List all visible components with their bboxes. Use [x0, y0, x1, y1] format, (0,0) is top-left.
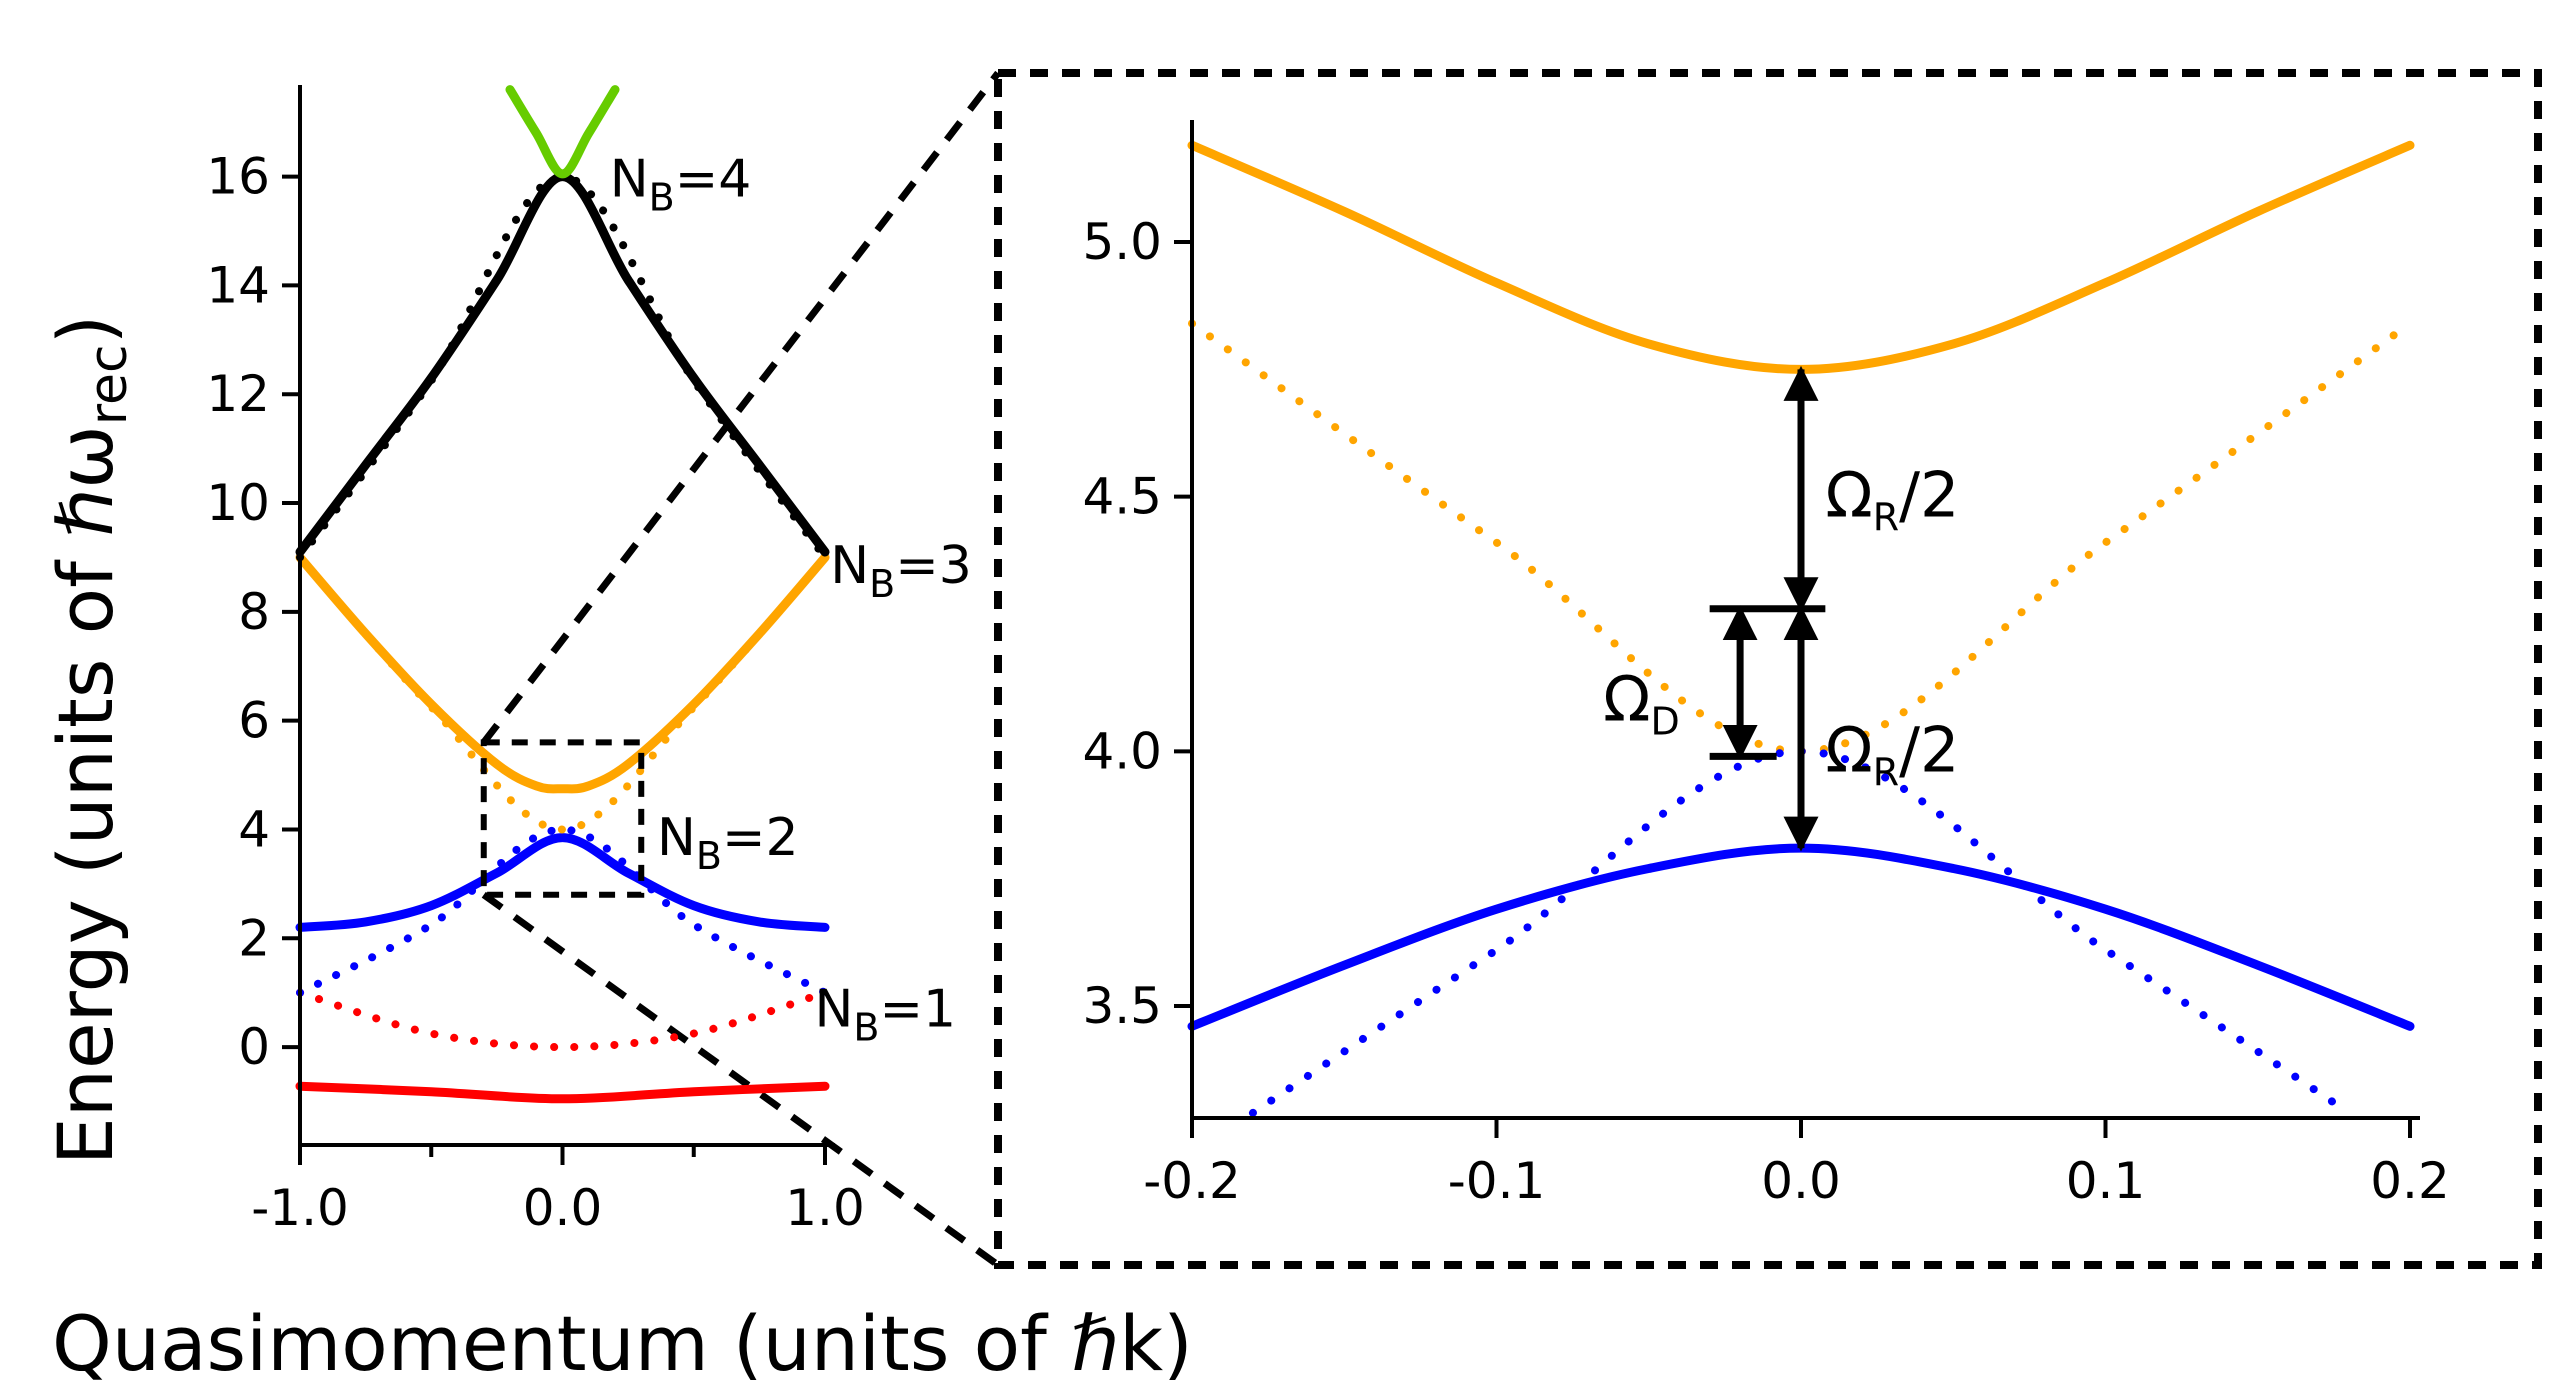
- right-y-tick-label: 5.0: [1082, 213, 1162, 271]
- right-y-tick-label: 3.5: [1082, 977, 1162, 1035]
- left-y-tick-label: 16: [206, 148, 270, 206]
- left-y-tick-label: 4: [238, 800, 270, 858]
- left-y-axis-title: Energy (units of ℏωrec): [41, 315, 139, 1166]
- left-y-tick-label: 8: [238, 583, 270, 641]
- right-annotations: ΩR/2 ΩR/2 ΩD: [1603, 459, 1959, 795]
- left-series-band4-dotted-7: [296, 172, 829, 562]
- y-title-sub: rec: [79, 344, 139, 425]
- y-title-close: ): [41, 315, 130, 345]
- right-x-tick-label: 0.2: [2370, 1152, 2450, 1210]
- left-series-band5-solid-8: [505, 85, 620, 179]
- left-series-band4-solid-6: [295, 172, 830, 557]
- zoom-box: [480, 739, 645, 898]
- left-label-nb-0: NB=4: [610, 150, 752, 220]
- left-y-tick-label: 0: [238, 1018, 270, 1076]
- left-series-band1-dotted-1: [296, 988, 829, 1052]
- right-label-omega-1: ΩR/2: [1825, 713, 1959, 794]
- left-series-band1-solid-0: [295, 1081, 830, 1104]
- right-series-solid-2: [1187, 843, 2415, 1031]
- left-series-band3-dotted-5: [296, 553, 829, 834]
- left-y-tick-label: 2: [238, 909, 270, 967]
- zoom-connector-bottom: [481, 891, 1001, 1268]
- left-label-nb-2: NB=2: [657, 808, 799, 878]
- right-y-tick-label: 4.0: [1082, 722, 1162, 780]
- inset-frame: [994, 69, 2542, 1269]
- right-x-tick-label: 0.1: [2066, 1152, 2146, 1210]
- right-label-omega-0: ΩR/2: [1825, 459, 1959, 540]
- left-annotations: NB=4 NB=3 NB=2 NB=1: [610, 150, 972, 1050]
- right-axes: 3.5 4.0 4.5 5.0 -0.2 -0.1 0.0 0.1 0.2: [1082, 120, 2450, 1210]
- right-x-tick-label: -0.1: [1448, 1152, 1546, 1210]
- left-panel: 0 2 4 6 8 10 12 14 16 -1.0 0.0 1.0 NB=4 NB=3 NB=2 NB=1…: [41, 85, 1193, 1388]
- right-x-tick-label: 0.0: [1761, 1152, 1841, 1210]
- right-x-tick-label: -0.2: [1143, 1152, 1241, 1210]
- zoom-connector-top: [480, 70, 1001, 745]
- left-label-nb-3: NB=1: [815, 979, 957, 1049]
- left-series-band2-solid-2: [295, 833, 830, 932]
- left-series-band2-dotted-3: [296, 825, 829, 997]
- right-panel: 3.5 4.0 4.5 5.0 -0.2 -0.1 0.0 0.1 0.2 ΩR/2 ΩR/2 ΩD: [1082, 120, 2450, 1210]
- zoom-connectors: [480, 69, 2542, 1269]
- y-title-main: Energy (units of ℏω: [41, 425, 130, 1165]
- left-series-group: [295, 85, 830, 1104]
- left-y-tick-label: 14: [206, 256, 270, 314]
- left-y-tick-label: 12: [206, 365, 270, 423]
- right-label-omega-2: ΩD: [1603, 662, 1680, 743]
- left-y-tick-label: 10: [206, 474, 270, 532]
- left-series-band3-solid-4: [295, 552, 830, 794]
- left-axes: 0 2 4 6 8 10 12 14 16 -1.0 0.0 1.0: [206, 85, 865, 1237]
- right-y-tick-label: 4.5: [1082, 468, 1162, 526]
- left-x-tick-label: 0.0: [523, 1179, 603, 1237]
- right-series-solid-0: [1187, 140, 2415, 374]
- rabi-arrows: [1709, 365, 1826, 852]
- left-y-tick-label: 6: [238, 692, 270, 750]
- left-label-nb-1: NB=3: [830, 536, 972, 606]
- x-axis-title: Quasimomentum (units of ℏk): [52, 1299, 1193, 1388]
- left-x-tick-label: -1.0: [251, 1179, 349, 1237]
- left-x-tick-label: 1.0: [785, 1179, 865, 1237]
